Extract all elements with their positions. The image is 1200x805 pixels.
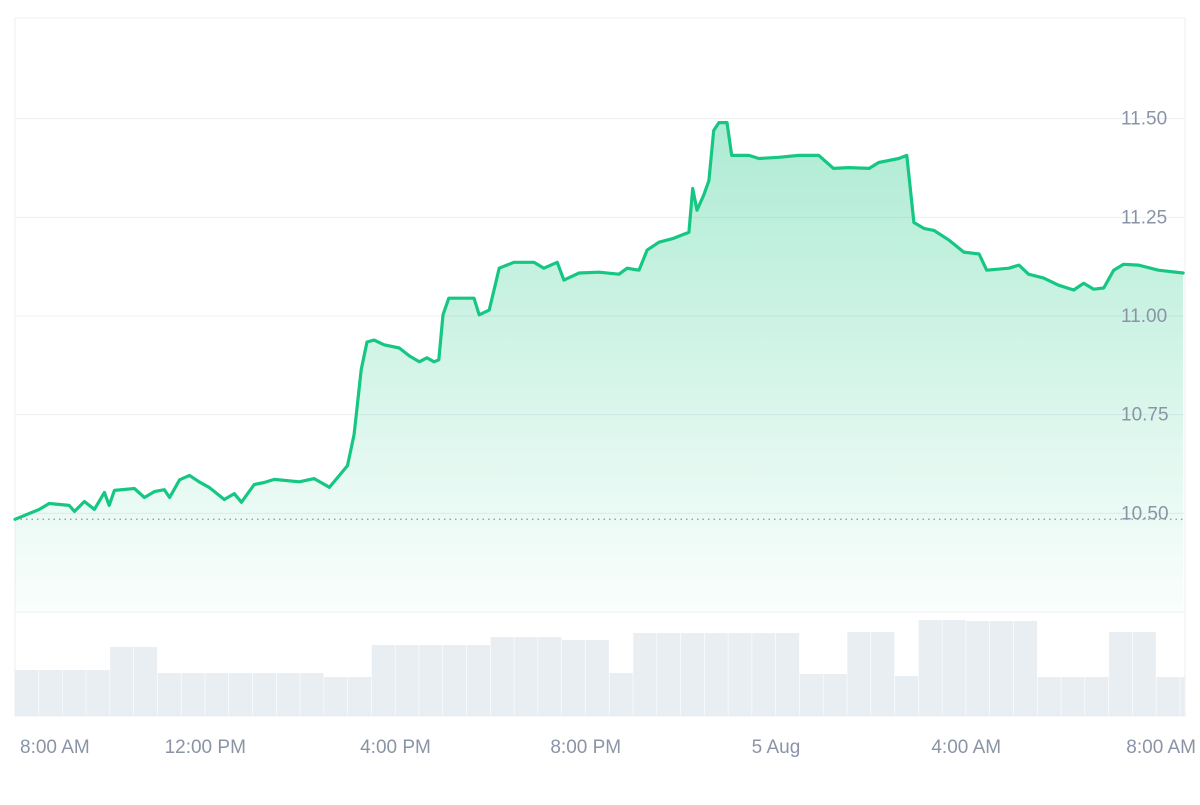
volume-bar xyxy=(990,621,1014,716)
volume-pane xyxy=(15,620,1185,716)
volume-bar xyxy=(894,676,919,716)
volume-bar xyxy=(942,620,966,716)
volume-bar xyxy=(86,670,110,716)
volume-bar xyxy=(847,632,871,716)
volume-bar xyxy=(347,677,372,716)
volume-bar xyxy=(823,674,847,716)
volume-bar xyxy=(133,647,158,716)
volume-bar xyxy=(229,673,253,716)
volume-bar xyxy=(324,677,348,716)
x-tick-label: 4:00 AM xyxy=(931,737,1001,758)
volume-bar xyxy=(62,670,86,716)
y-tick-label: 11.50 xyxy=(1121,109,1167,130)
y-tick-label: 11.25 xyxy=(1121,207,1167,228)
volume-bar xyxy=(775,633,800,716)
volume-bar xyxy=(704,633,728,716)
volume-bar xyxy=(205,673,229,716)
volume-bar xyxy=(490,637,514,716)
volume-bar xyxy=(918,620,942,716)
volume-bar xyxy=(276,673,300,716)
volume-bar xyxy=(799,674,823,716)
volume-bar xyxy=(157,673,181,716)
volume-bar xyxy=(419,645,443,716)
volume-bar xyxy=(633,633,657,716)
y-tick-label: 10.75 xyxy=(1121,405,1169,426)
volume-bar xyxy=(585,640,609,716)
axis-labels: 10.50 10.75 11.00 11.25 11.50 8:00 AM 12:00 PM… xyxy=(20,109,1196,758)
volume-bar xyxy=(300,673,324,716)
volume-bar xyxy=(1180,677,1185,716)
price-pane xyxy=(13,121,1185,612)
volume-bar xyxy=(728,633,752,716)
volume-bar xyxy=(252,673,276,716)
volume-bar xyxy=(609,673,633,716)
volume-bar xyxy=(1156,677,1180,716)
x-tick-label: 8:00 AM xyxy=(20,737,90,758)
volume-bar xyxy=(38,670,62,716)
volume-bar xyxy=(1013,621,1037,716)
x-tick-label: 5 Aug xyxy=(752,737,801,758)
x-tick-label: 8:00 PM xyxy=(550,737,621,758)
volume-bar xyxy=(966,621,990,716)
y-tick-label: 10.50 xyxy=(1121,503,1169,524)
volume-bar xyxy=(871,632,895,716)
y-tick-label: 11.00 xyxy=(1121,306,1167,327)
volume-bar xyxy=(561,640,586,716)
volume-bar xyxy=(538,637,562,716)
x-tick-label: 12:00 PM xyxy=(165,737,246,758)
volume-bar xyxy=(1108,632,1133,716)
volume-bar xyxy=(1037,677,1061,716)
volume-bar xyxy=(1061,677,1085,716)
volume-bar xyxy=(1085,677,1109,716)
volume-bar xyxy=(110,647,134,716)
x-tick-label: 8:00 AM xyxy=(1126,737,1196,758)
volume-bar xyxy=(1132,632,1156,716)
volume-bar xyxy=(15,670,39,716)
volume-bar xyxy=(181,673,205,716)
volume-bar xyxy=(371,645,395,716)
volume-bar xyxy=(395,645,419,716)
volume-bar xyxy=(752,633,776,716)
price-area xyxy=(15,122,1184,612)
volume-bar xyxy=(443,645,467,716)
x-tick-label: 4:00 PM xyxy=(360,737,431,758)
volume-bar xyxy=(466,645,491,716)
price-line xyxy=(13,121,1185,521)
volume-bar xyxy=(514,637,538,716)
volume-bar xyxy=(657,633,681,716)
volume-bar xyxy=(680,633,705,716)
